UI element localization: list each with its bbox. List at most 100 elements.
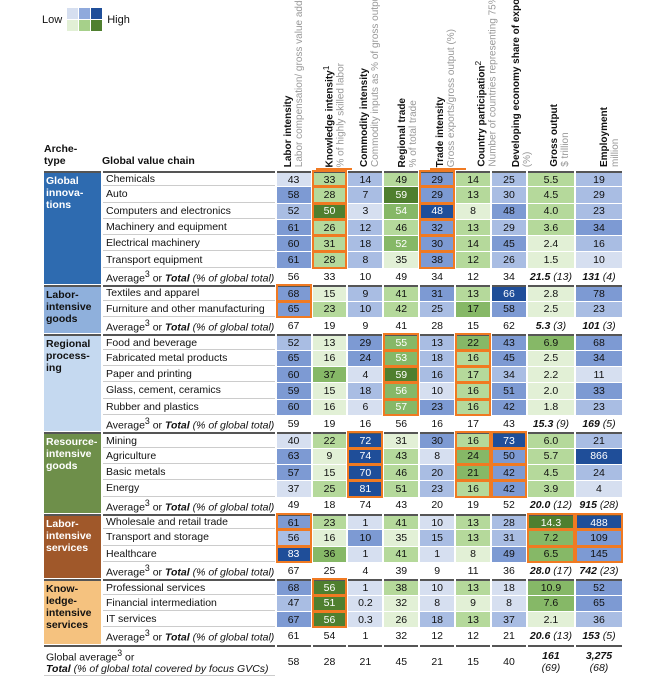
gvc-table: Global innova-tions Chemicals 43 33 14 49 29 14…	[42, 169, 624, 677]
value-cell: 42	[491, 463, 527, 482]
value-cell: 23	[420, 399, 455, 415]
average-row: Average3 or Total (% of global total) 56 3…	[44, 269, 622, 285]
total-number: 101	[582, 319, 600, 332]
average-value: 56	[395, 417, 408, 430]
value-cell: 65	[276, 350, 311, 366]
value-cell: 10	[348, 301, 383, 317]
value-cell: 29	[348, 334, 383, 350]
value-cell: 54	[384, 203, 419, 219]
value-cell: 2.0	[527, 383, 574, 399]
table-row: Furniture and other manufacturing 65 23 10 4…	[44, 300, 622, 318]
total-number: 21.5	[529, 270, 551, 283]
value-cell: 16	[312, 350, 347, 366]
table-row: Regional process-ing Food and beverage 52 1…	[44, 333, 622, 432]
footnote-marker: 3	[144, 628, 150, 639]
average-value: 43	[395, 499, 408, 512]
table-row: Machinery and equipment 61 26 12 46 32 13 29 3.6…	[44, 218, 622, 237]
average-value: 12	[467, 630, 479, 643]
value-cell: 8	[456, 203, 491, 219]
value-cell: 33	[311, 169, 348, 188]
value-cell: 2.1	[527, 612, 574, 628]
total-note: (% of global total)	[189, 501, 275, 514]
value-cell: 31	[384, 432, 419, 448]
table-row: Rubber and plastics 60 16 6 57 23 16 42 1.8 23	[44, 398, 622, 416]
value-cell: 4	[348, 366, 383, 383]
global-value: 40	[492, 644, 526, 677]
gvc-name: Healthcare	[102, 547, 275, 562]
value-cell: 34	[575, 350, 622, 366]
value-cell: 488	[574, 513, 624, 531]
value-cell: 60	[276, 366, 311, 383]
value-cell: 3	[348, 203, 383, 219]
column-title: Commodity intensity	[359, 68, 370, 167]
column-highlight-underline	[430, 168, 466, 170]
value-cell: 56	[383, 382, 420, 400]
value-cell: 29	[419, 169, 456, 188]
value-cell: 22	[312, 432, 347, 448]
value-cell: 40	[276, 432, 311, 448]
gvc-name: Glass, cement, ceramics	[102, 383, 275, 399]
average-value: 20	[431, 499, 444, 512]
value-cell: 19	[575, 171, 622, 187]
footnote-marker: 1	[321, 65, 331, 70]
value-cell: 16	[455, 480, 492, 498]
gvc-name: Electrical machinery	[102, 236, 275, 252]
or-text: or	[149, 566, 165, 579]
total-percent: (69)	[541, 661, 561, 674]
value-cell: 0.3	[348, 612, 383, 628]
gvc-name: Wholesale and retail trade	[102, 514, 275, 530]
archetype-label: Regional process-ing	[44, 334, 101, 432]
average-value: 56	[287, 270, 300, 283]
value-cell: 26	[311, 218, 348, 237]
gvc-name: Rubber and plastics	[102, 400, 275, 415]
average-value: 41	[395, 319, 408, 332]
value-cell: 1.5	[527, 252, 574, 268]
value-cell: 13	[456, 530, 491, 546]
global-value: 15	[456, 644, 491, 677]
legend-swatch-green	[79, 20, 91, 31]
value-cell: 20	[420, 464, 455, 481]
value-cell: 23	[575, 399, 622, 415]
average-row: Average3 or Total (% of global total) 67 2…	[44, 563, 622, 579]
total-percent: (5)	[602, 630, 616, 643]
footnote-marker: 3	[144, 317, 150, 328]
value-cell: 31	[311, 235, 348, 253]
value-cell: 10.9	[527, 579, 574, 595]
table-row: Computers and electronics 52 50 3 54 48 8 48 4.0…	[44, 202, 622, 220]
average-text: Average	[105, 501, 145, 514]
average-value: 9	[434, 564, 441, 577]
or-text: or	[122, 651, 135, 664]
gvc-name: Energy	[102, 481, 275, 497]
value-cell: 8	[420, 595, 455, 612]
value-cell: 3.9	[527, 481, 574, 497]
average-value: 61	[287, 630, 300, 643]
global-total: 3,275 (68)	[575, 644, 622, 677]
average-text: Average	[105, 272, 145, 285]
value-cell: 7.2	[526, 529, 575, 547]
total-text: Total	[46, 663, 71, 676]
column-header: Gross output $ trillion	[549, 104, 571, 167]
color-legend: Low High	[42, 8, 130, 31]
value-cell: 37	[276, 481, 311, 497]
table-row: IT services 67 56 0.3 26 18 13 37 2.1 36	[44, 611, 622, 629]
legend-swatches	[67, 8, 103, 31]
average-value: 25	[323, 564, 336, 577]
value-cell: 36	[575, 612, 622, 628]
footnote-marker: 3	[144, 415, 150, 426]
value-cell: 41	[384, 514, 419, 530]
value-cell: 52	[575, 579, 622, 595]
or-text: or	[149, 321, 165, 334]
value-cell: 30	[492, 187, 526, 203]
archetype-label: Resource-intensive goods	[44, 432, 101, 514]
total-text: Total	[164, 501, 190, 514]
table-row: Transport and storage 56 16 10 35 15 13 31 7.2 10…	[44, 529, 624, 547]
total-percent: (5)	[602, 417, 616, 430]
value-cell: 66	[492, 285, 526, 301]
value-cell: 5.7	[527, 448, 574, 464]
value-cell: 12	[456, 252, 491, 268]
value-cell: 28	[311, 186, 348, 204]
average-value: 74	[359, 499, 372, 512]
value-cell: 61	[275, 513, 312, 531]
value-cell: 6.5	[526, 545, 575, 563]
gvc-name: Transport and storage	[102, 530, 275, 546]
